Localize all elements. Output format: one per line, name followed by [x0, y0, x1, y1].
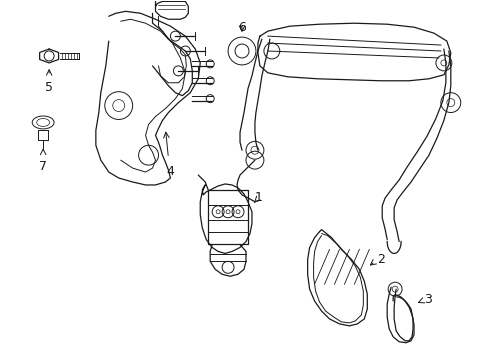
Text: 4: 4 — [166, 165, 174, 178]
Text: 5: 5 — [45, 81, 53, 94]
Text: 3: 3 — [423, 293, 431, 306]
Text: 6: 6 — [238, 21, 245, 34]
Text: 7: 7 — [39, 160, 47, 173]
Text: 1: 1 — [254, 192, 262, 204]
Text: 2: 2 — [376, 253, 385, 266]
